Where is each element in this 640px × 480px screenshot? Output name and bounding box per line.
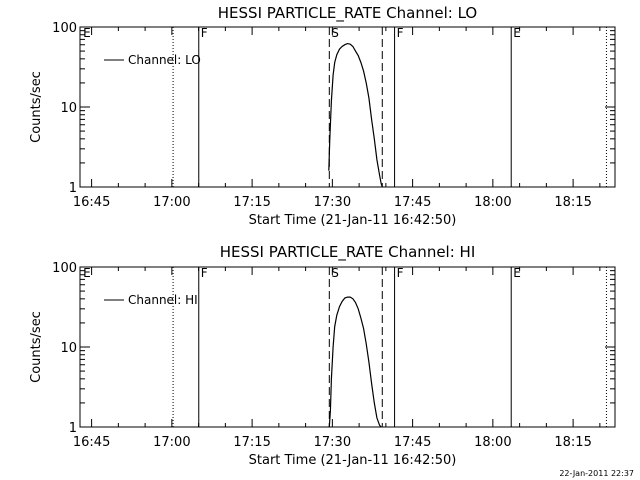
x-tick-label: 18:00	[474, 435, 511, 450]
event-marker-label: E	[83, 266, 91, 280]
event-marker-label: F	[201, 26, 208, 40]
x-tick-label: 17:45	[394, 435, 431, 450]
chart-title: HESSI PARTICLE_RATE Channel: LO	[218, 4, 477, 23]
event-marker-label: S	[331, 266, 339, 280]
y-axis-title: Counts/sec	[29, 311, 44, 383]
x-tick-label: 18:15	[554, 435, 591, 450]
y-axis-title: Counts/sec	[29, 71, 44, 143]
x-tick-label: 17:45	[394, 195, 431, 210]
event-marker-label: F	[397, 266, 404, 280]
x-tick-label: 16:45	[73, 195, 110, 210]
x-axis-title: Start Time (21-Jan-11 16:42:50)	[249, 453, 457, 468]
x-tick-label: 18:15	[554, 195, 591, 210]
x-tick-label: 17:30	[314, 435, 351, 450]
event-marker-label: E	[83, 26, 91, 40]
event-marker-label: E	[513, 266, 521, 280]
hi-channel-panel: HESSI PARTICLE_RATE Channel: HI Start Tim…	[29, 243, 616, 468]
lo-channel-panel: HESSI PARTICLE_RATE Channel: LO Start Tim…	[29, 4, 616, 228]
y-tick-label: 100	[52, 261, 77, 276]
event-marker-label: E	[513, 26, 521, 40]
y-tick-label: 10	[60, 101, 77, 116]
legend-label: Channel: LO	[128, 53, 201, 67]
event-marker-label: S	[331, 26, 339, 40]
x-tick-label: 17:15	[233, 195, 270, 210]
x-tick-label: 17:15	[233, 435, 270, 450]
x-tick-label: 16:45	[73, 435, 110, 450]
x-tick-label: 17:00	[153, 435, 190, 450]
y-tick-label: 1	[69, 421, 77, 436]
y-tick-label: 1	[69, 181, 77, 196]
event-marker-label: F	[201, 266, 208, 280]
x-tick-label: 17:00	[153, 195, 190, 210]
data-series-line	[328, 296, 382, 428]
x-tick-label: 17:30	[314, 195, 351, 210]
generation-timestamp: 22-Jan-2011 22:37	[559, 469, 634, 478]
y-tick-label: 100	[52, 21, 77, 36]
x-tick-label: 18:00	[474, 195, 511, 210]
event-marker-label: F	[397, 26, 404, 40]
plot-frame	[79, 266, 616, 428]
data-series-line	[328, 42, 383, 188]
chart-title: HESSI PARTICLE_RATE Channel: HI	[220, 243, 476, 262]
y-tick-label: 10	[60, 341, 77, 356]
legend-label: Channel: HI	[128, 293, 198, 307]
plot-frame	[79, 26, 616, 188]
x-axis-title: Start Time (21-Jan-11 16:42:50)	[249, 213, 457, 228]
